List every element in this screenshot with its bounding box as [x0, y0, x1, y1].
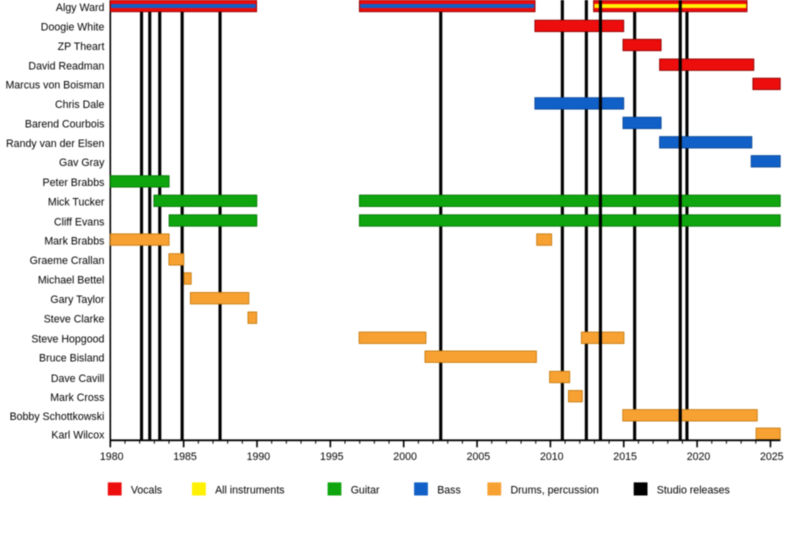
svg-text:Gav Gray: Gav Gray — [59, 157, 105, 169]
svg-text:1995: 1995 — [320, 451, 344, 463]
svg-text:Marcus von Boisman: Marcus von Boisman — [5, 80, 104, 92]
svg-text:Bruce Bisland: Bruce Bisland — [39, 353, 104, 365]
svg-text:2015: 2015 — [613, 451, 637, 463]
svg-text:Algy Ward: Algy Ward — [56, 2, 105, 14]
svg-text:Graeme Crallan: Graeme Crallan — [30, 255, 105, 267]
svg-text:Peter Brabbs: Peter Brabbs — [43, 177, 105, 189]
svg-text:Bass: Bass — [437, 485, 461, 497]
svg-text:David Readman: David Readman — [28, 61, 104, 73]
svg-text:Studio releases: Studio releases — [657, 485, 730, 497]
svg-text:Vocals: Vocals — [131, 485, 162, 497]
svg-text:Mark Cross: Mark Cross — [50, 392, 104, 404]
svg-text:2025: 2025 — [760, 451, 784, 463]
svg-text:Barend Courbois: Barend Courbois — [25, 119, 105, 131]
svg-text:Bobby Schottkowski: Bobby Schottkowski — [10, 411, 105, 423]
svg-text:All instruments: All instruments — [215, 485, 284, 497]
svg-text:1980: 1980 — [100, 451, 124, 463]
svg-text:Chris Dale: Chris Dale — [55, 99, 105, 111]
svg-text:2005: 2005 — [467, 451, 491, 463]
svg-text:Karl Wilcox: Karl Wilcox — [51, 430, 105, 442]
svg-text:Steve Hopgood: Steve Hopgood — [31, 334, 104, 346]
svg-text:Cliff Evans: Cliff Evans — [54, 216, 104, 228]
svg-text:Michael Bettel: Michael Bettel — [38, 274, 105, 286]
svg-text:Mick Tucker: Mick Tucker — [48, 197, 105, 209]
svg-text:2000: 2000 — [393, 451, 417, 463]
svg-text:2010: 2010 — [540, 451, 564, 463]
svg-text:ZP Theart: ZP Theart — [58, 41, 105, 53]
svg-text:1990: 1990 — [247, 451, 271, 463]
svg-text:2020: 2020 — [687, 451, 711, 463]
svg-text:Drums, percussion: Drums, percussion — [511, 485, 599, 497]
svg-text:Dave Cavill: Dave Cavill — [51, 373, 105, 385]
svg-text:1985: 1985 — [173, 451, 197, 463]
svg-text:Gary Taylor: Gary Taylor — [50, 294, 104, 306]
svg-text:Steve Clarke: Steve Clarke — [44, 314, 105, 326]
svg-text:Mark Brabbs: Mark Brabbs — [44, 235, 104, 247]
svg-text:Randy van der Elsen: Randy van der Elsen — [6, 138, 104, 150]
svg-text:Guitar: Guitar — [351, 485, 380, 497]
svg-text:Doogie White: Doogie White — [41, 22, 105, 34]
